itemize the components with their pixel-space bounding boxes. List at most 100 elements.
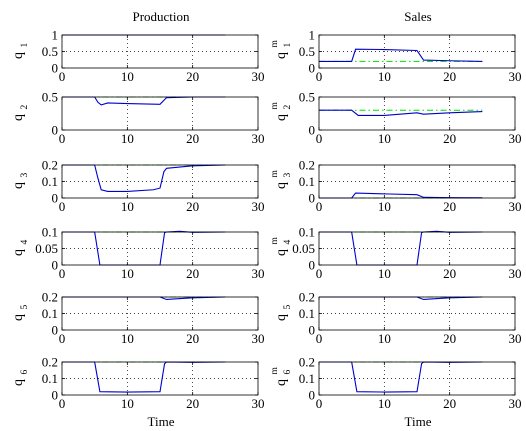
x-tick-label: 30: [252, 199, 265, 214]
y-axis-label-superscript: m: [270, 102, 280, 110]
y-tick-label: 0.1: [299, 306, 315, 321]
x-tick-label: 0: [59, 131, 66, 146]
x-tick-label: 20: [186, 199, 199, 214]
y-tick-label: 0.2: [299, 158, 315, 173]
y-axis-label-subscript: 2: [20, 105, 30, 110]
x-axis-label-right: Time: [405, 414, 432, 429]
y-tick-label: 0.5: [299, 90, 315, 105]
axes-frame: [61, 296, 259, 331]
y-axis-label-q1m: q 1m: [270, 40, 293, 60]
x-tick-label: 0: [316, 331, 323, 346]
y-tick-label: 0.2: [299, 290, 315, 305]
y-tick-label: 0: [309, 191, 316, 206]
y-axis-label-subscript: 1: [283, 43, 293, 48]
x-tick-label: 20: [443, 69, 456, 84]
y-tick-label: 0: [309, 258, 316, 273]
x-tick-label: 0: [59, 396, 66, 411]
trajectory-line: [319, 109, 483, 117]
y-tick-label: 0.1: [42, 306, 58, 321]
x-tick-label: 20: [443, 396, 456, 411]
x-tick-label: 10: [121, 69, 134, 84]
sales-title: Sales: [404, 9, 431, 24]
y-tick-label: 0.2: [42, 158, 58, 173]
x-tick-label: 30: [509, 199, 522, 214]
x-tick-label: 30: [509, 69, 522, 84]
x-tick-label: 10: [121, 131, 134, 146]
x-tick-label: 10: [378, 69, 391, 84]
axes-frame: [61, 34, 259, 69]
y-tick-label: 0.1: [42, 174, 58, 189]
x-tick-label: 0: [316, 396, 323, 411]
y-tick-label: 0: [52, 123, 59, 138]
trajectory-line: [319, 361, 483, 393]
y-tick-label: 0: [52, 258, 59, 273]
y-tick-label: 1: [52, 28, 59, 43]
y-axis-label-base: q: [274, 52, 289, 59]
x-tick-label: 20: [443, 331, 456, 346]
x-tick-label: 20: [443, 266, 456, 281]
y-axis-label-superscript: m: [270, 367, 280, 375]
x-tick-label: 10: [378, 266, 391, 281]
trajectory-line: [319, 48, 483, 62]
y-axis-label-q3: q3: [11, 173, 30, 190]
y-axis-label-base: q: [274, 379, 289, 386]
y-tick-label: 0.1: [42, 225, 58, 240]
y-tick-label: 0: [309, 123, 316, 138]
panel-q2m: 0 10 20 30 0 0.5 q 2m: [270, 90, 522, 147]
y-tick-label: 1: [309, 28, 316, 43]
x-tick-label: 10: [121, 266, 134, 281]
y-tick-label: 0.5: [299, 44, 315, 59]
x-tick-label: 10: [121, 199, 134, 214]
x-tick-label: 30: [252, 266, 265, 281]
x-axis-label-left: Time: [148, 414, 175, 429]
x-tick-label: 30: [252, 69, 265, 84]
x-tick-label: 20: [186, 266, 199, 281]
y-axis-label-base: q: [11, 52, 26, 59]
x-tick-label: 30: [252, 331, 265, 346]
trajectory-line: [62, 96, 226, 106]
x-tick-label: 20: [186, 69, 199, 84]
x-tick-label: 20: [186, 396, 199, 411]
y-axis-label-q6m: q 6m: [270, 367, 293, 387]
y-tick-label: 0.2: [42, 290, 58, 305]
y-tick-label: 0: [52, 61, 59, 76]
x-tick-label: 10: [121, 331, 134, 346]
y-axis-label-q2m: q 2m: [270, 102, 293, 122]
x-tick-label: 30: [509, 396, 522, 411]
y-axis-label-superscript: m: [270, 40, 280, 48]
x-tick-label: 30: [509, 331, 522, 346]
y-axis-label-subscript: 4: [283, 240, 293, 245]
y-tick-label: 0: [309, 388, 316, 403]
x-tick-label: 0: [59, 69, 66, 84]
x-tick-label: 0: [316, 131, 323, 146]
y-axis-label-q5: q5: [11, 305, 30, 322]
y-axis-label-subscript: 1: [20, 43, 30, 48]
y-axis-label-base: q: [274, 114, 289, 121]
trajectory-line: [62, 361, 226, 393]
x-tick-label: 0: [316, 266, 323, 281]
x-tick-label: 0: [316, 199, 323, 214]
y-tick-label: 0.05: [35, 241, 58, 256]
y-axis-label-q6: q6: [11, 370, 30, 387]
x-tick-label: 0: [59, 199, 66, 214]
x-tick-label: 10: [378, 331, 391, 346]
axes-frame: [61, 96, 259, 131]
y-tick-label: 0: [52, 323, 59, 338]
x-tick-label: 30: [509, 266, 522, 281]
y-axis-label-base: q: [274, 314, 289, 321]
x-tick-label: 30: [509, 131, 522, 146]
y-axis-label-superscript: m: [270, 237, 280, 245]
y-axis-label-subscript: 5: [283, 305, 293, 310]
y-axis-label-subscript: 3: [20, 173, 30, 178]
axes-frame: [61, 164, 259, 199]
y-axis-label-base: q: [11, 182, 26, 189]
